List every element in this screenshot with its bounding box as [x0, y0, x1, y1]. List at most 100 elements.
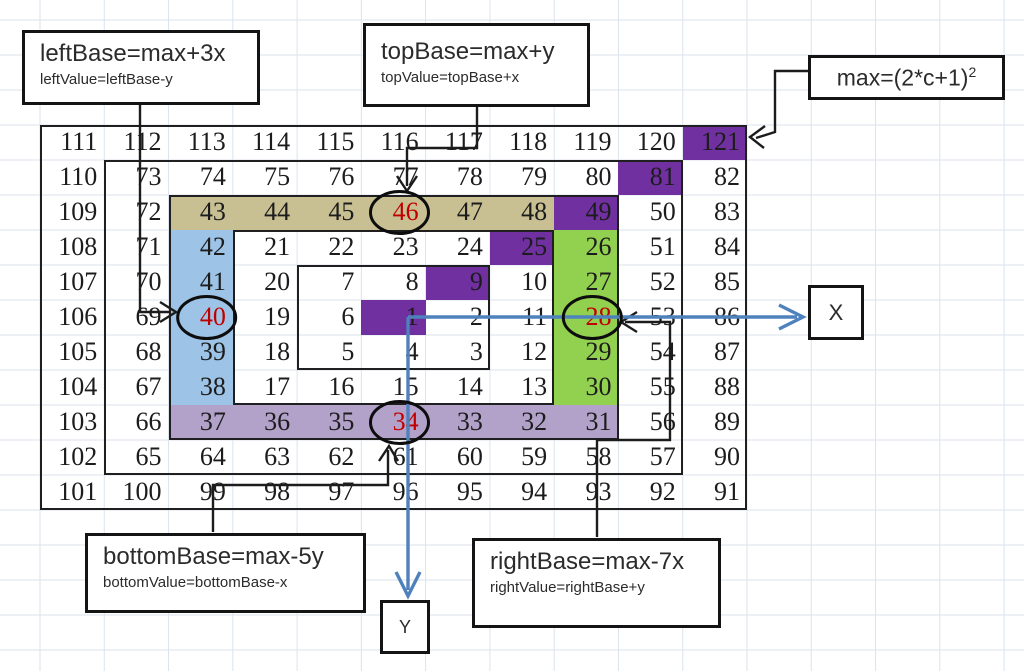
grid-cell[interactable]: 7 [341, 267, 355, 296]
grid-cell[interactable]: 26 [554, 230, 619, 265]
grid-cell[interactable]: 36 [232, 405, 298, 440]
grid-cell[interactable]: 22 [328, 232, 355, 261]
grid-cell[interactable]: 3 [469, 337, 483, 366]
grid-cell[interactable]: 119 [573, 127, 612, 156]
grid-cell[interactable]: 117 [444, 127, 483, 156]
grid-cell[interactable]: 79 [521, 162, 548, 191]
grid-cell[interactable]: 33 [425, 405, 490, 440]
grid-cell[interactable]: 94 [521, 477, 548, 506]
grid-cell[interactable]: 10 [521, 267, 548, 296]
grid-cell[interactable]: 86 [714, 302, 740, 331]
grid-cell[interactable]: 113 [187, 127, 226, 156]
grid-cell[interactable]: 88 [714, 372, 740, 401]
grid-cell[interactable]: 111 [60, 127, 98, 156]
grid-cell[interactable]: 62 [328, 442, 355, 471]
grid-cell[interactable]: 14 [456, 372, 483, 401]
grid-cell[interactable]: 114 [252, 127, 291, 156]
grid-cell[interactable]: 41 [168, 265, 233, 300]
grid-cell[interactable]: 24 [456, 232, 483, 261]
grid-cell[interactable]: 116 [380, 127, 419, 156]
grid-cell[interactable]: 11 [522, 302, 548, 331]
grid-cell[interactable]: 28 [554, 300, 619, 335]
grid-cell[interactable]: 90 [714, 442, 740, 471]
grid-cell[interactable]: 61 [392, 442, 419, 471]
grid-cell[interactable]: 19 [264, 302, 291, 331]
grid-cell[interactable]: 52 [649, 267, 676, 296]
grid-cell[interactable]: 103 [58, 407, 98, 436]
grid-cell[interactable]: 95 [456, 477, 483, 506]
grid-cell[interactable]: 81 [618, 160, 683, 195]
grid-cell[interactable]: 55 [649, 372, 676, 401]
grid-cell[interactable]: 4 [405, 337, 419, 366]
grid-cell[interactable]: 6 [341, 302, 355, 331]
grid-cell[interactable]: 76 [328, 162, 355, 191]
grid-cell[interactable]: 53 [649, 302, 676, 331]
grid-cell[interactable]: 68 [135, 337, 162, 366]
grid-cell[interactable]: 80 [585, 162, 612, 191]
grid-cell[interactable]: 89 [714, 407, 740, 436]
grid-cell[interactable]: 47 [425, 195, 490, 230]
grid-cell[interactable]: 42 [168, 230, 233, 265]
grid-cell[interactable]: 99 [199, 477, 226, 506]
grid-cell[interactable]: 49 [554, 195, 619, 230]
grid-cell[interactable]: 57 [649, 442, 676, 471]
grid-cell[interactable]: 73 [135, 162, 162, 191]
grid-cell[interactable]: 85 [714, 267, 740, 296]
grid-cell[interactable]: 40 [168, 300, 233, 335]
grid-cell[interactable]: 91 [714, 477, 740, 506]
grid-cell[interactable]: 37 [168, 405, 233, 440]
grid-cell[interactable]: 38 [168, 370, 233, 405]
grid-cell[interactable]: 108 [58, 232, 98, 261]
grid-cell[interactable]: 5 [341, 337, 355, 366]
grid-cell[interactable]: 20 [264, 267, 291, 296]
grid-cell[interactable]: 29 [554, 335, 619, 370]
grid-cell[interactable]: 67 [135, 372, 162, 401]
grid-cell[interactable]: 34 [361, 405, 426, 440]
grid-cell[interactable]: 2 [469, 302, 483, 331]
grid-cell[interactable]: 121 [682, 125, 747, 160]
grid-cell[interactable]: 78 [456, 162, 483, 191]
grid-cell[interactable]: 65 [135, 442, 162, 471]
grid-cell[interactable]: 70 [135, 267, 162, 296]
grid-cell[interactable]: 1 [361, 300, 426, 335]
grid-cell[interactable]: 12 [521, 337, 548, 366]
grid-cell[interactable]: 15 [392, 372, 419, 401]
grid-cell[interactable]: 60 [456, 442, 483, 471]
grid-cell[interactable]: 104 [58, 372, 98, 401]
grid-cell[interactable]: 48 [489, 195, 555, 230]
grid-cell[interactable]: 51 [649, 232, 676, 261]
grid-cell[interactable]: 43 [168, 195, 233, 230]
grid-cell[interactable]: 118 [509, 127, 548, 156]
grid-cell[interactable]: 101 [58, 477, 98, 506]
grid-cell[interactable]: 30 [554, 370, 619, 405]
grid-cell[interactable]: 18 [264, 337, 291, 366]
grid-cell[interactable]: 75 [264, 162, 291, 191]
grid-cell[interactable]: 82 [714, 162, 740, 191]
grid-cell[interactable]: 87 [714, 337, 740, 366]
grid-cell[interactable]: 32 [489, 405, 555, 440]
grid-cell[interactable]: 110 [59, 162, 98, 191]
grid-cell[interactable]: 59 [521, 442, 548, 471]
grid-cell[interactable]: 93 [585, 477, 612, 506]
grid-cell[interactable]: 97 [328, 477, 355, 506]
grid-cell[interactable]: 74 [199, 162, 226, 191]
grid-cell[interactable]: 31 [554, 405, 619, 440]
grid-cell[interactable]: 46 [361, 195, 426, 230]
grid-cell[interactable]: 107 [58, 267, 98, 296]
grid-cell[interactable]: 56 [649, 407, 676, 436]
grid-cell[interactable]: 25 [489, 230, 555, 265]
grid-cell[interactable]: 66 [135, 407, 162, 436]
grid-cell[interactable]: 50 [649, 197, 676, 226]
grid-cell[interactable]: 27 [554, 265, 619, 300]
grid-cell[interactable]: 83 [714, 197, 740, 226]
grid-cell[interactable]: 96 [392, 477, 419, 506]
grid-cell[interactable]: 92 [649, 477, 676, 506]
grid-cell[interactable]: 44 [232, 195, 298, 230]
grid-cell[interactable]: 120 [636, 127, 676, 156]
grid-cell[interactable]: 72 [135, 197, 162, 226]
grid-cell[interactable]: 84 [714, 232, 740, 261]
grid-cell[interactable]: 102 [58, 442, 98, 471]
grid-cell[interactable]: 64 [199, 442, 226, 471]
grid-cell[interactable]: 17 [264, 372, 291, 401]
grid-cell[interactable]: 54 [649, 337, 676, 366]
